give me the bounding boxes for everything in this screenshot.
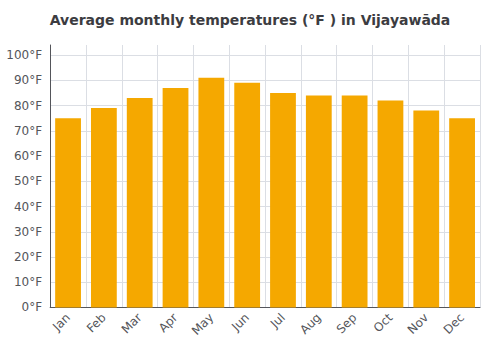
svg-text:Jun: Jun (228, 311, 252, 335)
svg-text:30°F: 30°F (14, 225, 42, 239)
svg-text:Feb: Feb (84, 311, 109, 336)
svg-text:90°F: 90°F (14, 73, 42, 87)
svg-text:Jan: Jan (49, 311, 73, 335)
svg-text:Oct: Oct (371, 310, 396, 335)
svg-text:10°F: 10°F (14, 275, 42, 289)
svg-text:70°F: 70°F (14, 124, 42, 138)
svg-text:0°F: 0°F (22, 300, 43, 314)
svg-text:Nov: Nov (405, 311, 431, 337)
svg-text:Jul: Jul (267, 311, 288, 332)
svg-text:Apr: Apr (156, 310, 181, 335)
svg-text:40°F: 40°F (14, 200, 42, 214)
svg-text:80°F: 80°F (14, 99, 42, 113)
svg-text:50°F: 50°F (14, 174, 42, 188)
svg-text:Average monthly temperatures (: Average monthly temperatures (°F ) in Vi… (50, 12, 451, 28)
svg-text:Aug: Aug (297, 311, 323, 337)
svg-text:60°F: 60°F (14, 149, 42, 163)
svg-text:20°F: 20°F (14, 250, 42, 264)
svg-text:100°F: 100°F (6, 48, 42, 62)
svg-text:May: May (189, 311, 216, 338)
svg-text:Sep: Sep (334, 311, 360, 337)
svg-text:Dec: Dec (441, 311, 467, 337)
svg-text:Mar: Mar (119, 310, 145, 336)
